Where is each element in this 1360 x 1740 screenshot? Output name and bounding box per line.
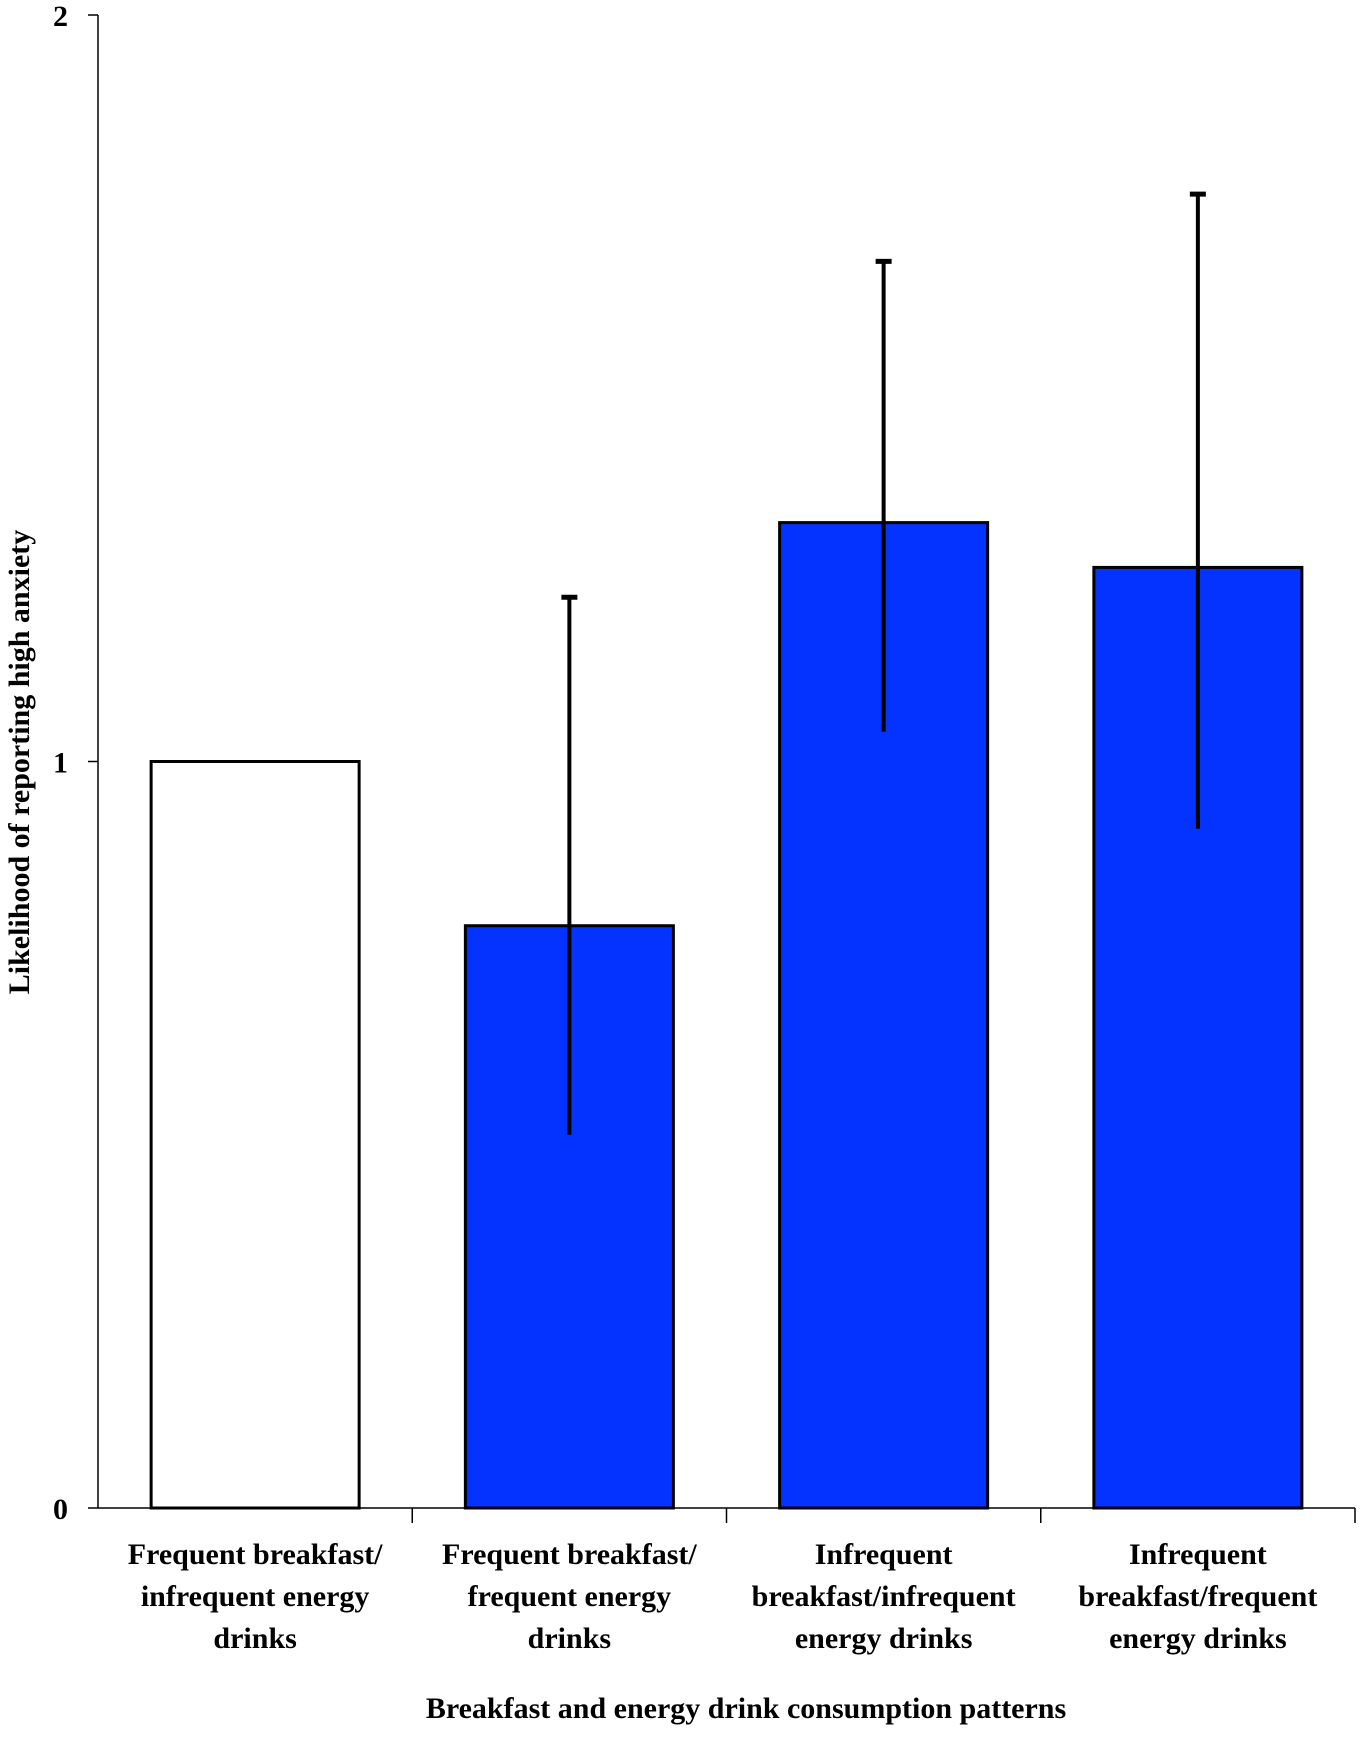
y-tick-label-2: 2: [53, 0, 68, 33]
x-category-label-line: breakfast/frequent: [1078, 1580, 1317, 1613]
x-category-label-line: energy drinks: [1109, 1622, 1287, 1655]
x-category-label-line: Frequent breakfast/: [442, 1538, 697, 1571]
x-axis-title: Breakfast and energy drink consumption p…: [426, 1692, 1066, 1725]
x-category-label-line: frequent energy: [468, 1580, 672, 1613]
x-category-label-line: energy drinks: [795, 1622, 973, 1655]
y-tick-label-1: 1: [53, 747, 68, 780]
x-category-label-4: Infrequent breakfast/frequent energy drink…: [1078, 1538, 1317, 1655]
x-category-label-line: Infrequent: [1129, 1538, 1267, 1571]
x-category-label-line: infrequent energy: [141, 1580, 370, 1613]
x-category-label-line: drinks: [213, 1622, 296, 1655]
x-category-label-line: Frequent breakfast/: [128, 1538, 383, 1571]
x-category-label-line: drinks: [528, 1622, 611, 1655]
bars-layer: [149, 521, 1304, 1510]
labels-layer: 0 1 2 Frequent breakfast/infrequent energy d…: [3, 0, 1317, 1725]
x-category-label-3: Infrequent breakfast/infrequent energy dri…: [752, 1538, 1016, 1655]
bar-1: [149, 760, 361, 1510]
x-category-label-line: Infrequent: [815, 1538, 953, 1571]
x-category-label-line: breakfast/infrequent: [752, 1580, 1016, 1613]
error-bars-layer: [561, 191, 1206, 1135]
y-tick-label-0: 0: [53, 1493, 68, 1526]
y-axis-title: Likelihood of reporting high anxiety: [3, 530, 36, 995]
x-category-label-2: Frequent breakfast/frequent energy drinks: [442, 1538, 697, 1655]
x-category-label-1: Frequent breakfast/infrequent energy drin…: [128, 1538, 383, 1655]
